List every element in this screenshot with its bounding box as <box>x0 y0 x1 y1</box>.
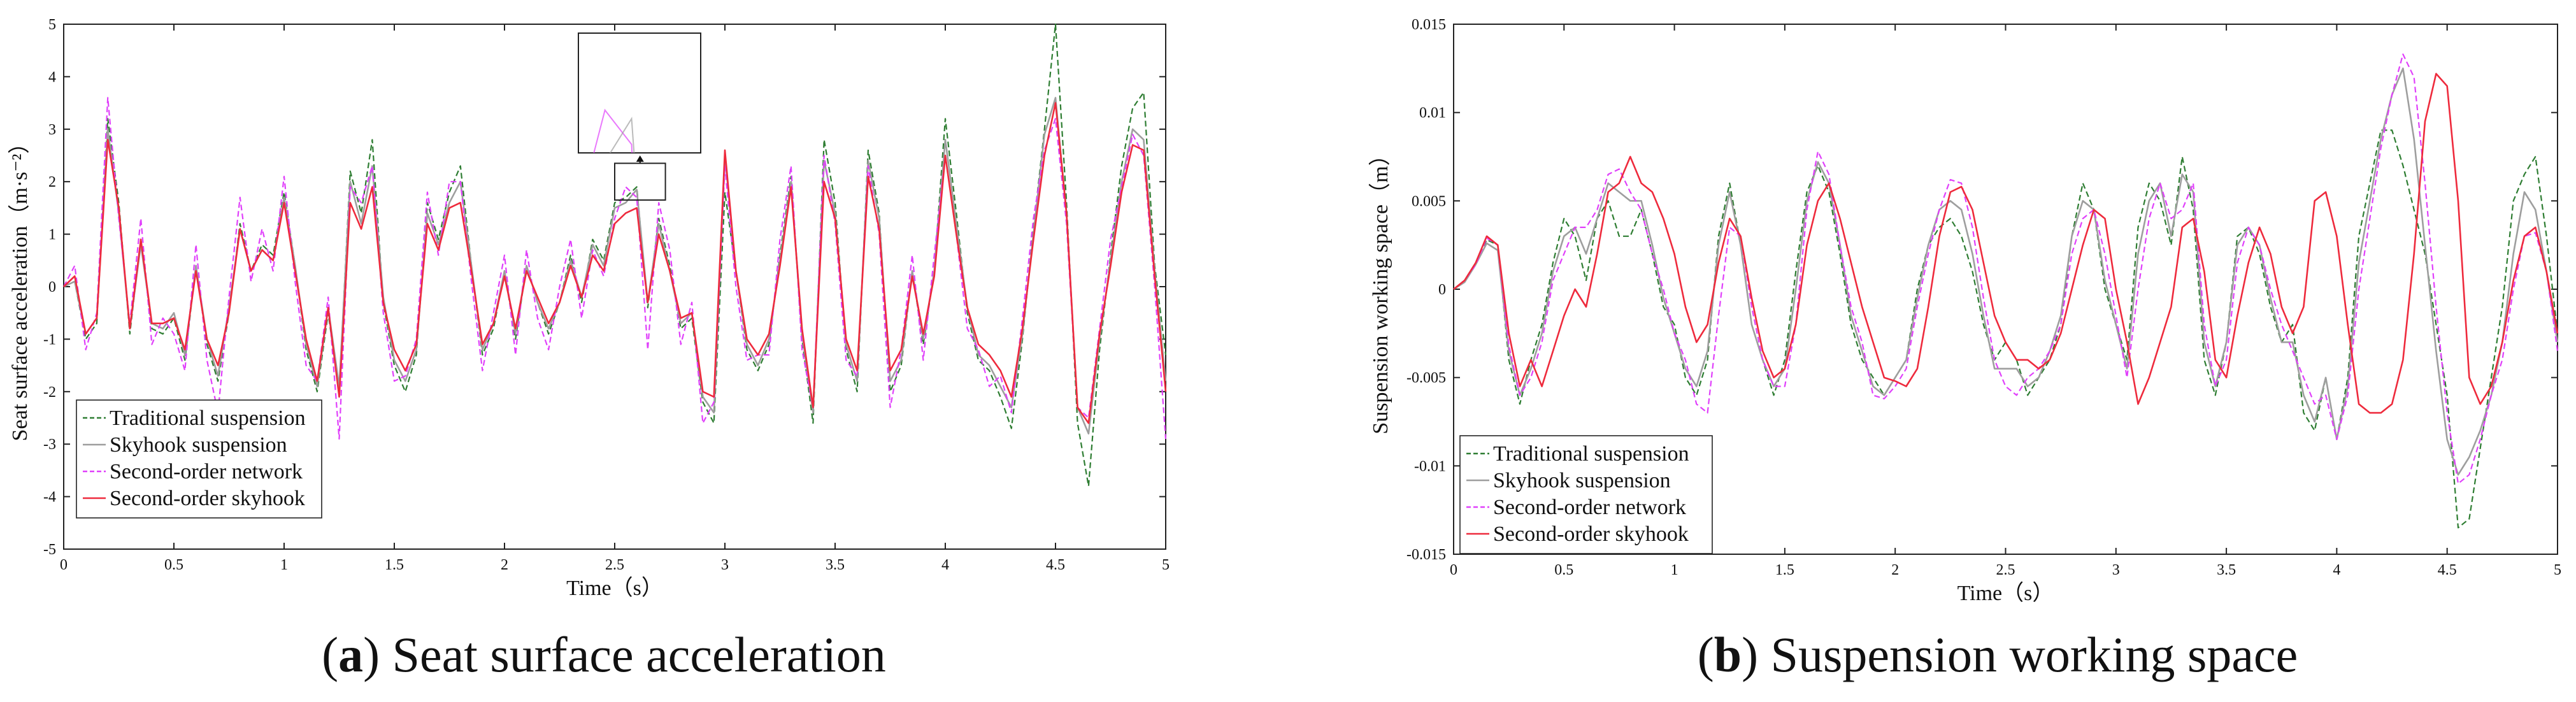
zoom-inset-a <box>552 32 711 486</box>
series-line-skyhook-suspension[interactable] <box>1453 68 2559 476</box>
y-tick-label: -0.015 <box>1406 547 1446 563</box>
zoom-source-box <box>614 162 666 201</box>
y-tick-label: -4 <box>43 489 56 506</box>
y-tick-label: 0.015 <box>1412 17 1446 33</box>
y-tick-label: 0 <box>1438 282 1446 298</box>
x-tick-label: 4 <box>2333 562 2340 578</box>
legend-entry: Skyhook suspension <box>1493 469 1671 492</box>
y-tick-label: 5 <box>48 17 56 33</box>
y-tick-label: 3 <box>48 122 56 138</box>
series-line-second-order-skyhook[interactable] <box>1453 73 2559 414</box>
x-tick-label: 0.5 <box>164 557 183 573</box>
x-tick-label: 3 <box>721 557 729 573</box>
y-tick-label: -0.01 <box>1414 458 1446 475</box>
legend-entry: Skyhook suspension <box>110 433 287 457</box>
caption-b: (b) Suspension working space <box>1698 627 2298 682</box>
x-tick-label: 3 <box>2112 562 2120 578</box>
legend-entry: Second-order skyhook <box>110 487 305 510</box>
panel-a-seat-acceleration: 0 0.5 1 1.5 2 2.5 3 3.5 4 4.5 5 -5 -4 -3 -2 -1 0 1 2 3 4 5 Ti… <box>8 17 1170 682</box>
x-tick-label: 1 <box>1671 562 1678 578</box>
x-tick-label: 3.5 <box>2217 562 2236 578</box>
y-tick-label: -5 <box>43 541 56 558</box>
y-tick-label: 0.01 <box>1419 105 1446 122</box>
legend-entry: Second-order skyhook <box>1493 522 1689 546</box>
x-axis-label-a: Time（s） <box>566 576 663 600</box>
x-tick-label: 4.5 <box>2438 562 2457 578</box>
inset-series-line <box>609 117 635 153</box>
y-axis-label-a: Seat surface acceleration（m·s⁻²） <box>8 132 32 441</box>
legend-entry: Traditional suspension <box>110 406 306 430</box>
x-tick-label: 1.5 <box>1775 562 1794 578</box>
x-tick-label: 3.5 <box>826 557 845 573</box>
x-tick-label: 2.5 <box>1996 562 2015 578</box>
x-axis-label-b: Time（s） <box>1957 581 2054 605</box>
x-tick-label: 0 <box>1450 562 1457 578</box>
y-tick-label: 1 <box>48 227 56 243</box>
legend-b[interactable]: Traditional suspension Skyhook suspension… <box>1459 435 1713 554</box>
legend-entry: Second-order network <box>110 460 303 484</box>
legend-box <box>1459 435 1713 554</box>
x-tick-label: 4.5 <box>1046 557 1065 573</box>
panel-b-suspension-space: 0 0.5 1 1.5 2 2.5 3 3.5 4 4.5 5 -0.015 -0.01 -0.005 0 0… <box>1368 17 2561 682</box>
y-tick-label: 2 <box>48 174 56 190</box>
series-line-second-order-network[interactable] <box>63 97 1167 440</box>
x-tick-label: 0.5 <box>1554 562 1573 578</box>
caption-label-a: a <box>338 627 363 682</box>
legend-entry: Traditional suspension <box>1493 442 1689 466</box>
inset-series-line <box>593 108 633 153</box>
caption-a: (a) Seat surface acceleration <box>322 627 886 682</box>
x-tick-label: 4 <box>941 557 949 573</box>
y-tick-label: -3 <box>43 436 56 453</box>
caption-text-b: Suspension working space <box>1758 627 2298 682</box>
legend-a[interactable]: Traditional suspension Skyhook suspension… <box>76 399 322 519</box>
x-tick-label: 2 <box>501 557 508 573</box>
y-tick-label: 0 <box>48 279 56 296</box>
caption-text-a: Seat surface acceleration <box>380 627 886 682</box>
x-tick-label: 5 <box>1162 557 1170 573</box>
zoom-arrow-head <box>636 155 644 162</box>
legend-entry: Second-order network <box>1493 496 1686 519</box>
y-axis-label-b: Suspension working space（m） <box>1368 144 1392 434</box>
y-tick-label: -0.005 <box>1406 370 1446 387</box>
x-tick-label: 2.5 <box>605 557 624 573</box>
inset-box <box>578 32 701 154</box>
x-tick-label: 1 <box>280 557 288 573</box>
y-tick-label: -1 <box>43 331 56 348</box>
caption-label-b: b <box>1714 627 1742 682</box>
inset-series-line <box>552 178 711 486</box>
y-tick-label: 0.005 <box>1412 193 1446 210</box>
series-line-second-order-skyhook[interactable] <box>63 102 1167 424</box>
x-tick-label: 1.5 <box>385 557 404 573</box>
x-tick-label: 2 <box>1891 562 1899 578</box>
y-tick-label: -2 <box>43 384 56 401</box>
x-tick-label: 5 <box>2554 562 2561 578</box>
x-tick-label: 0 <box>60 557 68 573</box>
series-line-second-order-network[interactable] <box>1453 54 2559 485</box>
y-tick-label: 4 <box>48 69 56 85</box>
legend-box <box>76 399 322 519</box>
